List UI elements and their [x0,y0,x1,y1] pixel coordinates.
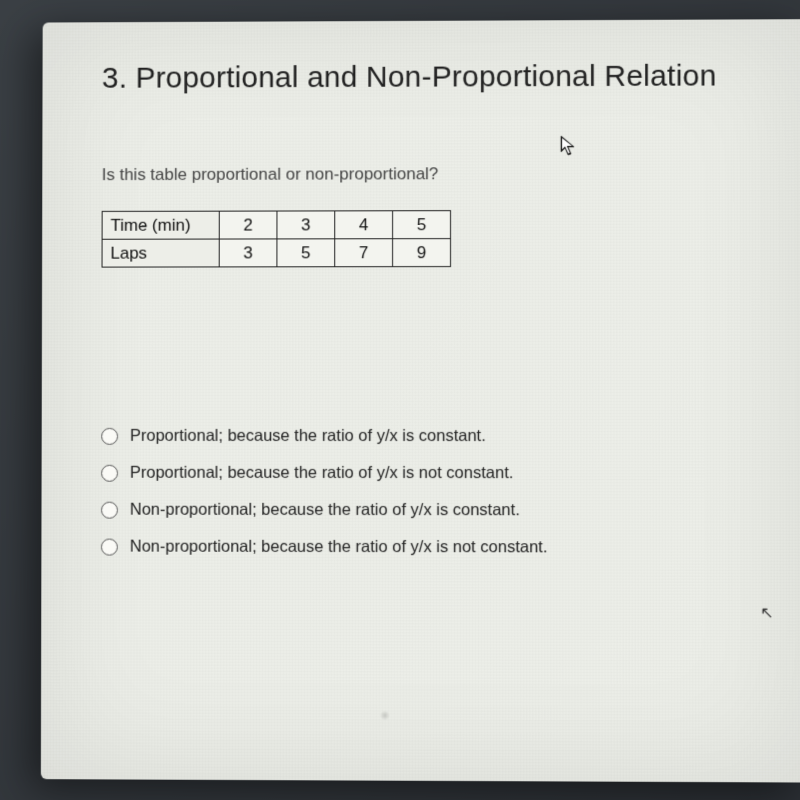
option-label: Proportional; because the ratio of y/x i… [130,464,514,483]
secondary-cursor-icon: ↖ [760,603,774,623]
data-table: Time (min) 2 3 4 5 Laps 3 5 7 9 [102,210,451,267]
option-a[interactable]: Proportional; because the ratio of y/x i… [101,427,800,446]
table-cell: 9 [393,239,451,267]
answer-options: Proportional; because the ratio of y/x i… [101,427,800,558]
table-cell: 7 [335,239,393,267]
smudge-mark [380,710,390,720]
radio-icon[interactable] [101,465,118,482]
cursor-icon [560,135,576,157]
table-cell: 5 [393,211,451,239]
radio-icon[interactable] [101,502,118,519]
table-cell: 3 [219,239,277,267]
page-title: 3. Proportional and Non-Proportional Rel… [102,59,800,96]
radio-icon[interactable] [101,539,118,556]
question-prompt: Is this table proportional or non-propor… [102,163,800,185]
radio-icon[interactable] [101,428,118,445]
table-cell: 2 [219,211,277,239]
table-cell: 4 [335,211,393,239]
option-label: Proportional; because the ratio of y/x i… [130,427,486,446]
table-row: Laps 3 5 7 9 [102,239,450,268]
option-b[interactable]: Proportional; because the ratio of y/x i… [101,464,800,484]
row-header-time: Time (min) [102,211,219,239]
option-label: Non-proportional; because the ratio of y… [130,501,520,521]
table-row: Time (min) 2 3 4 5 [102,211,450,240]
option-d[interactable]: Non-proportional; because the ratio of y… [101,538,800,558]
option-label: Non-proportional; because the ratio of y… [130,538,548,558]
quiz-page: 3. Proportional and Non-Proportional Rel… [41,19,800,782]
table-cell: 3 [277,211,335,239]
table-cell: 5 [277,239,335,267]
option-c[interactable]: Non-proportional; because the ratio of y… [101,501,800,521]
row-header-laps: Laps [102,239,219,267]
